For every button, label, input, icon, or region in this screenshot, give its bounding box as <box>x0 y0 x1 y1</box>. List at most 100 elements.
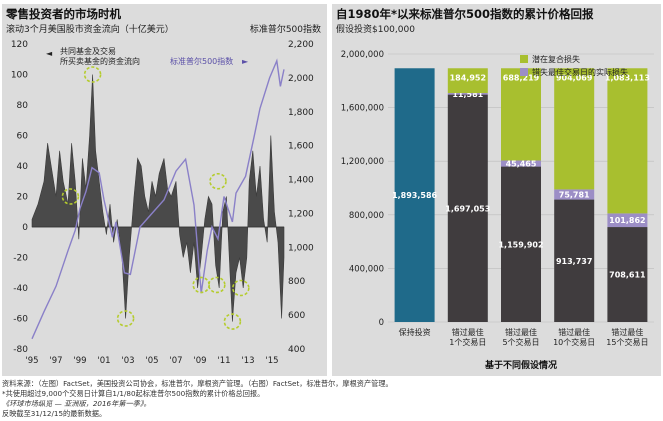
data-label: 45,465 <box>506 160 537 169</box>
bar-segment <box>447 93 488 95</box>
right-y-tick-label: 400 <box>288 345 305 355</box>
left-chart-title: 零售投资者的市场时机 <box>6 7 121 21</box>
left-y-tick-label: -20 <box>13 254 28 264</box>
right-y-tick-label: 1,400 <box>288 176 314 186</box>
x-tick-label: '15 <box>265 356 278 366</box>
y-tick-label: 2,000,000 <box>341 50 384 60</box>
right-y-tick-label: 600 <box>288 311 305 321</box>
footnote-source: 资料来源：（左图）FactSet，美国投资公司协会，标准普尔，摩根资产管理。（右… <box>2 379 393 388</box>
y-tick-label: 0 <box>379 318 384 328</box>
category-label: 1个交易日 <box>449 337 486 347</box>
left-chart-panel: 零售投资者的市场时机 滚动3个月美国股市资金流向（十亿美元） 标准普尔500指数… <box>2 4 327 376</box>
legend-swatch <box>520 55 528 63</box>
data-label: 1,893,586 <box>392 191 437 200</box>
legend-label: 潜在复合损失 <box>532 54 580 64</box>
data-label: 1,083,113 <box>605 73 650 82</box>
x-tick-label: '95 <box>25 356 38 366</box>
data-label: 101,862 <box>609 216 645 225</box>
left-y-tick-label: 40 <box>17 162 29 172</box>
left-y-tick-label: 80 <box>17 101 29 111</box>
data-label: 904,069 <box>556 73 593 82</box>
footnote-date: 反映截至31/12/15的最新数据。 <box>2 409 107 418</box>
sp500-line <box>31 58 285 340</box>
category-label: 15个交易日 <box>606 337 648 347</box>
x-tick-label: '01 <box>97 356 110 366</box>
highlight-circle <box>232 279 250 297</box>
bar-segment <box>554 189 595 200</box>
highlight-circle <box>192 276 210 294</box>
y-tick-label: 400,000 <box>349 264 384 274</box>
data-label: 75,781 <box>559 190 590 199</box>
y-tick-label: 1,600,000 <box>341 104 384 114</box>
right-y-tick-label: 2,200 <box>288 40 314 50</box>
data-label: 688,219 <box>503 73 540 82</box>
right-y-tick-label: 2,000 <box>288 74 314 84</box>
right-y-tick-label: 1,200 <box>288 209 314 219</box>
right-y-tick-label: 800 <box>288 277 305 287</box>
data-label: 184,952 <box>450 73 486 82</box>
left-chart-subtitle: 滚动3个月美国股市资金流向（十亿美元） <box>6 25 174 35</box>
data-label: 11,581 <box>452 90 483 99</box>
legend-sp500-label: 标准普尔500指数 <box>170 56 233 66</box>
right-chart-subtitle: 假设投资$100,000 <box>336 25 415 35</box>
data-label: 1,697,053 <box>445 204 490 213</box>
category-label: 错过最佳 <box>452 327 484 337</box>
category-label: 10个交易日 <box>553 337 595 347</box>
highlight-circle <box>61 188 80 205</box>
bar-segment <box>554 68 595 190</box>
left-y-tick-label: -60 <box>13 315 28 325</box>
category-label: 保持投资 <box>399 327 431 337</box>
legend-flows-label-line1: 共同基金及交易 <box>60 46 116 56</box>
bar-segment <box>554 199 595 322</box>
x-tick-label: '99 <box>73 356 86 366</box>
category-label: 5个交易日 <box>502 337 539 347</box>
bar-segment <box>394 68 435 322</box>
right-chart-title: 自1980年*以来标准普尔500指数的累计价格回报 <box>336 7 594 21</box>
highlight-circle <box>209 172 227 190</box>
bar-segment <box>607 227 648 322</box>
bar-segment <box>501 160 541 167</box>
legend-swatch <box>520 68 528 76</box>
category-label: 错过最佳 <box>558 327 590 337</box>
left-y-tick-label: -40 <box>13 284 28 294</box>
bar-segment <box>607 68 648 214</box>
legend-flows-label-line2: 所买卖基金的资金流向 <box>60 56 140 66</box>
highlight-circle <box>83 66 102 83</box>
category-label: 错过最佳 <box>505 327 537 337</box>
highlight-circle <box>116 310 135 327</box>
x-tick-label: '09 <box>193 356 206 366</box>
highlight-circle <box>208 276 226 294</box>
left-y-tick-label: 20 <box>17 193 29 203</box>
legend-sp500-arrow: ► <box>242 57 249 66</box>
left-y-tick-label: 120 <box>11 40 28 50</box>
x-tick-label: '03 <box>121 356 134 366</box>
x-tick-label: '97 <box>49 356 62 366</box>
flows-sp500-chart: -80 -60 -40 -20 0 20 40 60 80 100 120 400 600 800 1,00… <box>11 40 314 366</box>
bar-segment <box>501 166 541 322</box>
legend-label: 错失最佳交易日的实际损失 <box>532 67 628 77</box>
data-label: 708,611 <box>609 271 646 280</box>
bar-segment <box>447 68 488 94</box>
x-tick-label: '07 <box>169 356 182 366</box>
left-y-tick-label: 0 <box>22 223 28 233</box>
legend-flows-arrow: ◄ <box>46 49 53 58</box>
right-chart-panel: 自1980年*以来标准普尔500指数的累计价格回报 假设投资$100,000 0… <box>332 4 661 376</box>
x-axis-label: 基于不同假设情况 <box>484 359 557 371</box>
right-y-tick-label: 1,000 <box>288 243 314 253</box>
y-tick-label: 1,200,000 <box>341 157 384 167</box>
data-label: 913,737 <box>556 257 592 266</box>
x-tick-label: '13 <box>241 356 254 366</box>
left-y-tick-label: 100 <box>11 71 28 81</box>
y-tick-label: 800,000 <box>349 211 384 221</box>
highlight-circle <box>223 313 242 330</box>
footnote-publication: 《环球市场纵览 — 亚洲版，2016年第一季》。 <box>2 399 151 408</box>
bar-segment <box>501 68 541 161</box>
category-label: 错过最佳 <box>611 327 643 337</box>
right-y-tick-label: 1,600 <box>288 142 314 152</box>
left-y-tick-label: 60 <box>17 132 29 142</box>
cumulative-return-bar-chart: 0 400,000 800,000 1,200,000 1,600,000 2,000,0… <box>341 50 654 371</box>
left-y-tick-label: -80 <box>13 345 28 355</box>
bar-segment <box>447 94 488 322</box>
data-label: 1,159,902 <box>498 240 543 249</box>
bar-segment <box>607 213 648 228</box>
